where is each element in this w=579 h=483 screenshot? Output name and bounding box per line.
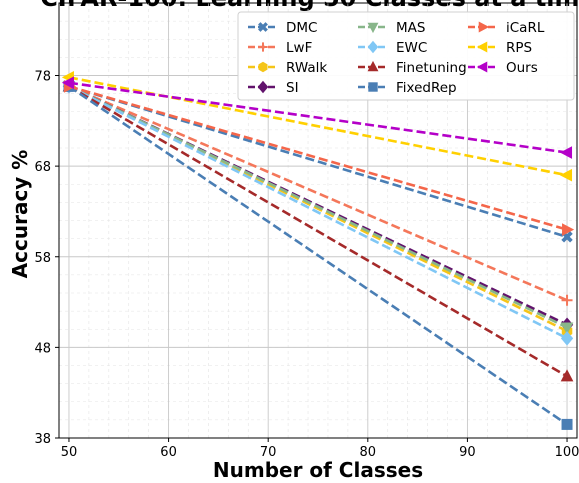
x-tick-label: 90 xyxy=(459,445,476,460)
legend-label: iCaRL xyxy=(506,20,545,36)
legend-label: MAS xyxy=(396,20,425,36)
y-tick-label: 38 xyxy=(34,432,51,447)
series-line xyxy=(68,85,568,340)
x-axis-label: Number of Classes xyxy=(213,458,423,482)
y-tick-label: 58 xyxy=(34,251,51,266)
data-point xyxy=(368,82,378,92)
legend-item: iCaRL xyxy=(468,20,545,36)
data-point xyxy=(561,294,573,306)
legend: DMC LwF RWalk SI MAS EWC Finetuning FixedRep iCa… xyxy=(237,11,575,101)
legend-item: MAS xyxy=(358,20,425,36)
legend-label: LwF xyxy=(286,40,312,56)
legend-box xyxy=(237,11,575,101)
legend-label: Finetuning xyxy=(396,60,467,76)
x-tick-label: 100 xyxy=(555,445,579,460)
data-point xyxy=(476,41,488,53)
data-point xyxy=(560,369,574,382)
data-point xyxy=(478,21,490,33)
series-ours xyxy=(61,76,573,159)
series-lwf xyxy=(63,80,573,306)
data-point xyxy=(367,22,379,34)
legend-label: RPS xyxy=(506,40,532,56)
data-point xyxy=(560,331,574,346)
legend-label: SI xyxy=(286,80,299,96)
data-point xyxy=(560,322,574,335)
data-point xyxy=(258,42,268,52)
series-line xyxy=(68,85,568,378)
legend-label: Ours xyxy=(506,60,538,76)
legend-label: DMC xyxy=(286,20,317,36)
legend-item: FixedRep xyxy=(358,80,457,96)
x-tick-label: 60 xyxy=(160,445,177,460)
data-point xyxy=(562,223,575,236)
data-point xyxy=(257,80,269,94)
legend-label: EWC xyxy=(396,40,427,56)
axis-ticks: 50 60 70 80 90 100 38 48 58 68 78 xyxy=(34,70,579,461)
series-fixedrep xyxy=(63,80,573,430)
legend-item: EWC xyxy=(358,40,427,56)
x-tick-label: 70 xyxy=(260,445,277,460)
legend-item: DMC xyxy=(248,20,317,36)
legend-label: RWalk xyxy=(286,60,327,76)
data-point xyxy=(61,76,74,90)
data-point xyxy=(559,146,573,159)
data-point xyxy=(258,22,268,32)
data-point xyxy=(258,61,268,73)
chart-title: CIFAR-100: Learning 50 Classes at a time xyxy=(40,0,579,12)
data-point xyxy=(367,60,379,72)
series-layer xyxy=(61,70,575,430)
y-tick-label: 68 xyxy=(34,160,51,175)
data-point xyxy=(559,168,573,182)
series-line xyxy=(68,81,568,154)
y-axis-label: Accuracy % xyxy=(8,150,32,279)
series-line xyxy=(68,85,568,426)
legend-item: LwF xyxy=(248,40,312,56)
series-line xyxy=(68,85,568,329)
data-point xyxy=(476,61,488,73)
plot-frame xyxy=(58,2,578,439)
x-tick-label: 80 xyxy=(360,445,377,460)
data-point xyxy=(561,418,573,430)
legend-label: FixedRep xyxy=(396,80,457,96)
series-line xyxy=(68,85,568,231)
legend-item: SI xyxy=(248,80,299,96)
y-tick-label: 48 xyxy=(34,341,51,356)
data-point xyxy=(367,40,379,54)
legend-item: Ours xyxy=(468,60,538,76)
legend-item: RWalk xyxy=(248,60,327,76)
legend-item: Finetuning xyxy=(358,60,467,76)
x-tick-label: 50 xyxy=(61,445,78,460)
y-tick-label: 78 xyxy=(34,70,51,85)
legend-item: RPS xyxy=(468,40,532,56)
